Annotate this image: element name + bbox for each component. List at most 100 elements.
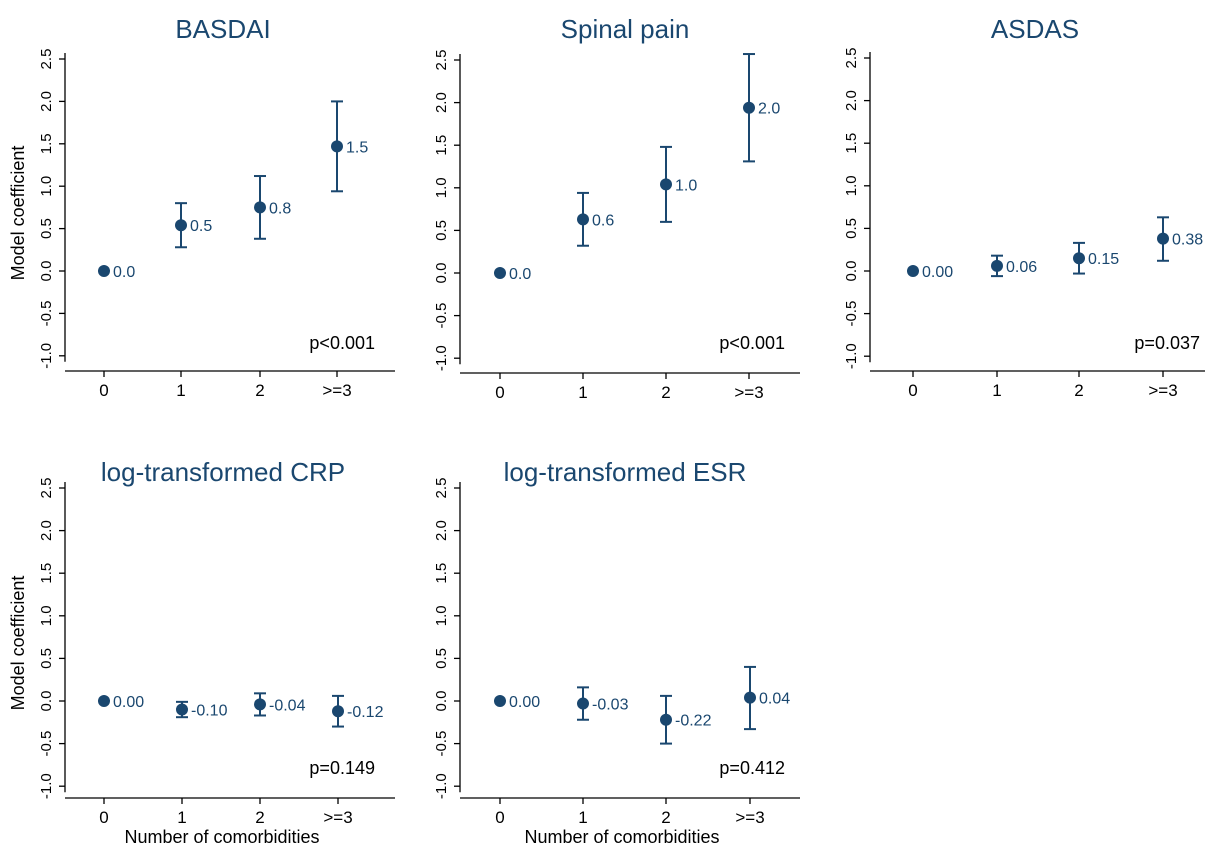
x-tick-label: >=3 xyxy=(735,808,764,827)
data-label: -0.03 xyxy=(592,697,629,714)
data-label: 0.06 xyxy=(1006,259,1037,276)
y-tick-label: -1.0 xyxy=(843,343,860,369)
x-tick-label: 2 xyxy=(661,383,670,402)
x-tick-label: 2 xyxy=(255,808,264,827)
y-tick-label: 2.0 xyxy=(38,91,55,112)
x-tick-label: 1 xyxy=(578,383,587,402)
chart-panel-2: Spinal pain -1.0 -0.5 0.0 0.5 1.0 1.5 2.0 2.5 0 1 2… xyxy=(433,14,800,402)
x-tick-label: >=3 xyxy=(323,808,352,827)
y-tick-label: 1.5 xyxy=(433,135,450,156)
p-value-label: p=0.149 xyxy=(309,758,375,778)
chart-title: log-transformed ESR xyxy=(504,457,747,487)
chart-panel-3: ASDAS -1.0 -0.5 0.0 0.5 1.0 1.5 2.0 2.5 0 1 2 >=3 0.0… xyxy=(843,14,1205,400)
y-tick-label: -1.0 xyxy=(38,343,55,369)
data-label: 0.00 xyxy=(113,694,144,711)
data-point xyxy=(176,703,188,716)
data-point xyxy=(175,219,187,232)
data-label: 0.00 xyxy=(922,264,953,281)
data-point xyxy=(1157,232,1169,245)
x-tick-label: 1 xyxy=(992,381,1001,400)
data-label: 0.15 xyxy=(1088,251,1119,268)
data-label: 0.5 xyxy=(190,218,212,235)
y-tick-label: 0.5 xyxy=(843,218,860,239)
data-point xyxy=(743,101,755,114)
data-point xyxy=(254,201,266,214)
y-tick-label: 2.0 xyxy=(433,520,450,541)
y-tick-label: -0.5 xyxy=(433,303,450,329)
data-label: -0.10 xyxy=(191,703,228,720)
y-tick-label: 0.0 xyxy=(433,263,450,284)
chart-panel-1: BASDAI -1.0 -0.5 0.0 0.5 1.0 1.5 2.0 2.5 Model co… xyxy=(8,14,395,400)
data-label: 0.0 xyxy=(113,264,135,281)
chart-panel-5: log-transformed ESR -1.0 -0.5 0.0 0.5 1.0 1.5 2… xyxy=(433,457,800,847)
x-tick-label: 2 xyxy=(661,808,670,827)
data-point xyxy=(991,259,1003,272)
data-label: 0.8 xyxy=(269,200,291,217)
chart-panel-4: log-transformed CRP -1.0 -0.5 0.0 0.5 1.0 1.5 2… xyxy=(8,457,395,847)
y-tick-label: 0.0 xyxy=(38,261,55,282)
y-tick-label: 2.0 xyxy=(843,90,860,111)
data-label: 0.00 xyxy=(509,694,540,711)
x-tick-label: 0 xyxy=(495,383,504,402)
data-point xyxy=(660,713,672,726)
y-tick-label: 1.5 xyxy=(38,563,55,584)
y-tick-label: 1.0 xyxy=(433,177,450,198)
chart-title: ASDAS xyxy=(991,14,1079,44)
data-point xyxy=(577,697,589,710)
y-tick-label: 1.0 xyxy=(38,176,55,197)
y-tick-label: 1.0 xyxy=(843,175,860,196)
y-tick-label: 2.0 xyxy=(433,92,450,113)
data-point xyxy=(98,265,110,277)
x-tick-label: >=3 xyxy=(322,381,351,400)
p-value-label: p<0.001 xyxy=(309,333,375,353)
data-point xyxy=(494,267,506,279)
x-tick-label: 0 xyxy=(908,381,917,400)
x-tick-label: >=3 xyxy=(734,383,763,402)
x-tick-label: 1 xyxy=(176,381,185,400)
y-tick-label: -0.5 xyxy=(38,300,55,326)
y-tick-label: 0.5 xyxy=(433,648,450,669)
x-tick-label: 1 xyxy=(177,808,186,827)
data-label: -0.12 xyxy=(347,704,384,721)
y-tick-label: 2.5 xyxy=(38,478,55,499)
y-axis-title: Model coefficient xyxy=(8,146,28,281)
data-label: -0.22 xyxy=(675,713,712,730)
y-tick-label: 2.5 xyxy=(38,49,55,70)
y-tick-label: 1.0 xyxy=(38,605,55,626)
p-value-label: p=0.412 xyxy=(719,758,785,778)
data-label: 0.0 xyxy=(509,266,531,283)
data-label: 1.5 xyxy=(346,139,368,156)
x-axis-title: Number of comorbidities xyxy=(524,827,719,847)
data-point xyxy=(577,213,589,226)
data-point xyxy=(744,691,756,704)
x-tick-label: 0 xyxy=(99,808,108,827)
y-tick-label: 2.5 xyxy=(433,50,450,71)
y-tick-label: 1.5 xyxy=(843,133,860,154)
data-label: 2.0 xyxy=(758,101,780,118)
y-tick-label: 1.0 xyxy=(433,605,450,626)
chart-title: Spinal pain xyxy=(561,14,690,44)
y-tick-label: 2.0 xyxy=(38,520,55,541)
y-tick-label: 2.5 xyxy=(433,478,450,499)
data-label: 1.0 xyxy=(675,177,697,194)
x-tick-label: 0 xyxy=(99,381,108,400)
y-axis-title: Model coefficient xyxy=(8,576,28,711)
data-point xyxy=(494,695,506,707)
x-tick-label: 1 xyxy=(578,808,587,827)
y-tick-label: -1.0 xyxy=(433,345,450,371)
data-label: 0.38 xyxy=(1172,232,1203,249)
data-point xyxy=(254,698,266,711)
data-point xyxy=(332,705,344,718)
y-tick-label: -1.0 xyxy=(433,773,450,799)
x-tick-label: 2 xyxy=(1074,381,1083,400)
y-tick-label: 0.5 xyxy=(433,220,450,241)
y-tick-label: 0.0 xyxy=(38,691,55,712)
y-tick-label: 1.5 xyxy=(433,563,450,584)
p-value-label: p<0.001 xyxy=(719,333,785,353)
y-tick-label: -0.5 xyxy=(843,301,860,327)
data-label: 0.6 xyxy=(592,212,614,229)
data-label: 0.04 xyxy=(759,691,790,708)
y-tick-label: 0.0 xyxy=(433,691,450,712)
x-tick-label: 2 xyxy=(255,381,264,400)
